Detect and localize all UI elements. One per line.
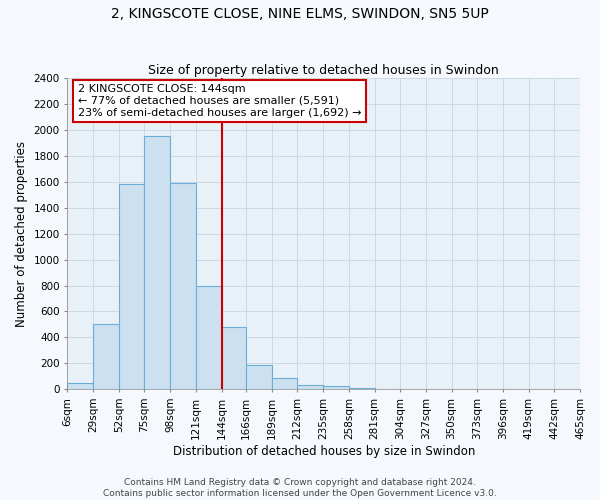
Text: 2, KINGSCOTE CLOSE, NINE ELMS, SWINDON, SN5 5UP: 2, KINGSCOTE CLOSE, NINE ELMS, SWINDON, …	[111, 8, 489, 22]
Bar	[93, 324, 119, 389]
Bar	[298, 384, 323, 389]
Bar	[374, 388, 400, 389]
Y-axis label: Number of detached properties: Number of detached properties	[15, 140, 28, 326]
Text: Contains HM Land Registry data © Crown copyright and database right 2024.
Contai: Contains HM Land Registry data © Crown c…	[103, 478, 497, 498]
Bar	[400, 388, 426, 389]
Bar	[119, 184, 145, 389]
Bar	[221, 327, 246, 389]
Title: Size of property relative to detached houses in Swindon: Size of property relative to detached ho…	[148, 64, 499, 77]
Bar	[145, 136, 170, 389]
Bar	[349, 388, 374, 389]
Bar	[170, 183, 196, 389]
X-axis label: Distribution of detached houses by size in Swindon: Distribution of detached houses by size …	[173, 444, 475, 458]
Bar	[246, 364, 272, 389]
Text: 2 KINGSCOTE CLOSE: 144sqm
← 77% of detached houses are smaller (5,591)
23% of se: 2 KINGSCOTE CLOSE: 144sqm ← 77% of detac…	[77, 84, 361, 117]
Bar	[272, 378, 298, 389]
Bar	[426, 388, 452, 389]
Bar	[323, 386, 349, 389]
Bar	[67, 382, 93, 389]
Bar	[196, 286, 221, 389]
